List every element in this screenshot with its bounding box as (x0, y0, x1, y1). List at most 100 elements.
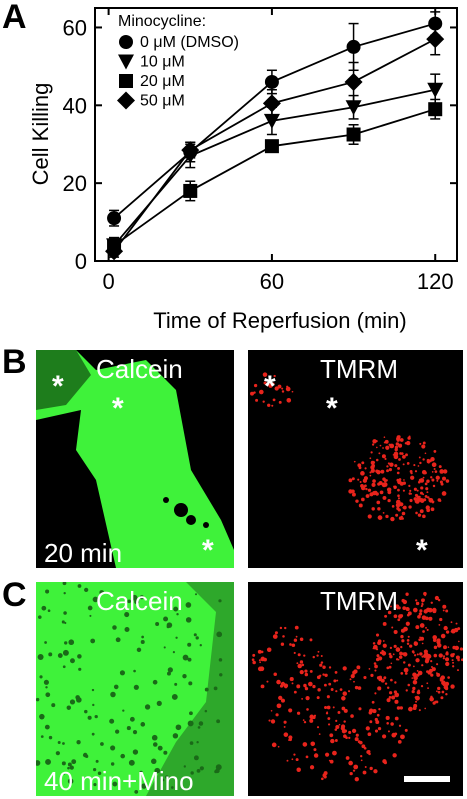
fluorescence-speckle (45, 589, 50, 594)
fluorescence-speckle (368, 752, 371, 756)
fluorescence-speckle (411, 677, 414, 679)
fluorescence-speckle (363, 746, 367, 750)
fluorescence-speckle (329, 759, 334, 764)
fluorescence-speckle (133, 669, 136, 673)
fluorescence-speckle (398, 724, 402, 727)
fluorescence-speckle (395, 604, 400, 609)
fluorescence-speckle (293, 638, 298, 642)
fluorescence-speckle (296, 711, 301, 715)
fluorescence-speckle (402, 489, 405, 492)
fluorescence-speckle (408, 706, 413, 712)
fluorescence-speckle (165, 775, 169, 779)
fluorescence-speckle (174, 682, 178, 686)
fluorescence-speckle (418, 709, 421, 712)
fluorescence-speckle (383, 644, 386, 647)
data-point (107, 211, 122, 226)
fluorescence-speckle (348, 690, 351, 693)
fluorescence-speckle (433, 645, 438, 650)
data-point (345, 100, 362, 116)
series-2 (107, 98, 443, 254)
fluorescence-speckle (390, 516, 395, 522)
fluorescence-speckle (257, 649, 262, 654)
fluorescence-speckle (110, 745, 116, 751)
fluorescence-speckle (345, 756, 350, 760)
fluorescence-speckle (76, 740, 81, 745)
fluorescence-speckle (414, 696, 418, 699)
fluorescence-speckle (375, 492, 379, 496)
fluorescence-speckle (419, 509, 424, 514)
fluorescence-speckle (442, 604, 447, 609)
fluorescence-speckle (434, 470, 438, 473)
fluorescence-speckle (405, 689, 408, 692)
fluorescence-speckle (55, 751, 60, 756)
fluorescence-speckle (293, 651, 296, 655)
fluorescence-speckle (417, 689, 420, 693)
fluorescence-speckle (70, 658, 75, 664)
fluorescence-speckle (260, 656, 266, 662)
fluorescence-speckle (47, 609, 51, 613)
panel-label-a: A (2, 0, 27, 36)
fluorescence-speckle (199, 766, 204, 771)
fluorescence-speckle (266, 647, 272, 653)
fluorescence-speckle (99, 590, 105, 595)
fluorescence-speckle (407, 663, 411, 667)
fluorescence-speckle (62, 772, 66, 775)
fluorescence-speckle (277, 745, 280, 748)
fluorescence-speckle (324, 673, 328, 677)
fluorescence-speckle (338, 723, 341, 726)
fluorescence-speckle (352, 769, 356, 772)
fluorescence-speckle (441, 491, 447, 496)
fluorescence-speckle (218, 658, 223, 662)
fluorescence-speckle (374, 664, 378, 669)
fluorescence-speckle (257, 666, 263, 672)
fluorescence-speckle (288, 399, 291, 403)
fluorescence-speckle (436, 663, 439, 666)
fluorescence-speckle (284, 626, 287, 630)
fluorescence-speckle (67, 778, 74, 784)
fluorescence-speckle (422, 476, 425, 479)
fluorescence-speckle (364, 765, 367, 768)
legend-marker (117, 91, 135, 110)
fluorescence-speckle (253, 383, 258, 388)
fluorescence-speckle (140, 722, 146, 727)
fluorescence-speckle (383, 623, 386, 626)
fluorescence-speckle (294, 625, 299, 630)
fluorescence-speckle (66, 705, 72, 710)
fluorescence-speckle (332, 750, 337, 756)
fluorescence-speckle (420, 486, 424, 490)
fluorescence-speckle (410, 472, 413, 475)
fluorescence-speckle (376, 470, 381, 475)
fluorescence-speckle (360, 755, 363, 758)
fluorescence-speckle (384, 682, 388, 685)
fluorescence-speckle (406, 462, 410, 465)
fluorescence-speckle (193, 755, 199, 761)
fluorescence-speckle (424, 452, 427, 455)
x-tick-label: 60 (260, 269, 284, 294)
fluorescence-speckle (322, 673, 325, 676)
fluorescence-speckle (360, 484, 364, 488)
fluorescence-speckle (372, 439, 377, 444)
fluorescence-speckle (316, 696, 320, 700)
fluorescence-speckle (218, 599, 222, 603)
fluorescence-speckle (386, 465, 389, 468)
fluorescence-speckle (189, 741, 194, 745)
fluorescence-speckle (426, 508, 431, 513)
fluorescence-speckle (443, 645, 447, 650)
fluorescence-speckle (291, 390, 294, 393)
fluorescence-speckle (370, 451, 373, 454)
fluorescence-speckle (303, 720, 307, 724)
fluorescence-speckle (216, 631, 223, 638)
fluorescence-speckle (364, 484, 367, 488)
fluorescence-speckle (374, 692, 377, 695)
fluorescence-speckle (119, 670, 126, 676)
fluorescence-speckle (377, 641, 382, 646)
fluorescence-speckle (398, 458, 401, 461)
fluorescence-speckle (365, 494, 370, 498)
fluorescence-speckle (397, 658, 400, 661)
fluorescence-speckle (375, 440, 378, 443)
fluorescence-speckle (369, 720, 373, 724)
fluorescence-speckle (354, 737, 359, 742)
fluorescence-speckle (285, 386, 291, 392)
fluorescence-speckle (126, 726, 131, 731)
asterisk-marker: * (202, 534, 214, 567)
